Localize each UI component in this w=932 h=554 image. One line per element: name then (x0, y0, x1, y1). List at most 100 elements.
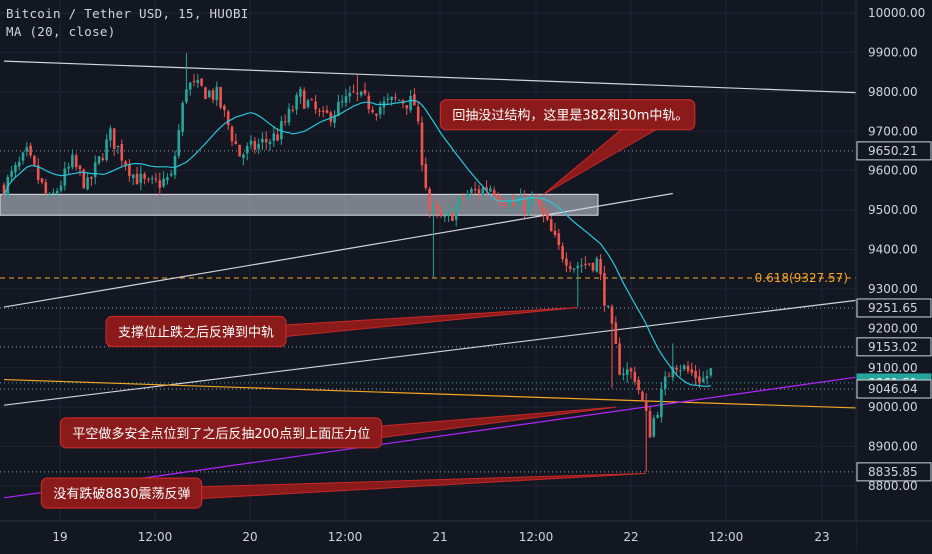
time-tick-label: 12:00 (519, 530, 554, 544)
candle-body (667, 375, 671, 377)
price-level-tag-label: 8835.85 (868, 465, 918, 479)
candle-body (359, 91, 363, 96)
candle-body (671, 366, 675, 378)
time-tick-label: 12:00 (328, 530, 363, 544)
candle-body (644, 400, 648, 411)
candle-body (105, 139, 108, 161)
candle-body (565, 258, 568, 266)
candle-body (177, 130, 181, 156)
candle-body (295, 95, 298, 110)
price-axis[interactable]: 8800.00 8900.00 9000.00 9100.00 9200.00 9300.… (855, 0, 932, 550)
candle-body (257, 143, 260, 149)
candle-body (71, 154, 74, 168)
price-level-tag (856, 141, 932, 161)
candle-body (101, 158, 105, 160)
candle-body (511, 199, 515, 207)
ma-line (3, 99, 711, 387)
candle-body (397, 99, 401, 101)
candle-body (405, 105, 409, 109)
candle-body (337, 101, 340, 117)
candle-body (352, 91, 355, 93)
candle-body (14, 164, 17, 173)
candle-body (656, 415, 659, 418)
candle-body (219, 87, 222, 108)
candle-body (451, 212, 454, 222)
candle-body (576, 265, 580, 269)
candle-body (59, 185, 63, 191)
candle-body (268, 141, 272, 144)
candle-body (428, 188, 431, 211)
candle-body (93, 162, 97, 178)
time-tick-label: 20 (242, 530, 257, 544)
candle-body (394, 97, 397, 99)
time-tick-label: 12:00 (138, 530, 173, 544)
candle-body (36, 165, 40, 180)
price-tick-label: 8900.00 (868, 440, 918, 454)
candle-body (204, 87, 207, 99)
candle-body (299, 88, 302, 97)
price-level-tag-label: 9650.21 (868, 144, 918, 158)
candle-body (492, 190, 496, 196)
candle-body (154, 178, 158, 180)
candle-body (169, 173, 173, 176)
candle-body (625, 369, 629, 375)
candle-body (253, 140, 257, 150)
candle-body (329, 112, 333, 122)
candle-body (234, 141, 238, 145)
candle-body (90, 177, 93, 179)
candle-body (432, 206, 435, 211)
candle-body (173, 155, 177, 175)
candle-body (272, 133, 276, 141)
candle-body (462, 197, 466, 200)
symbol-title[interactable]: Bitcoin / Tether USD, 15, HUOBI (6, 6, 249, 21)
price-tick-label: 10000.00 (868, 6, 925, 20)
candle-body (599, 259, 602, 275)
candle-body (17, 161, 21, 167)
candle-body (25, 147, 29, 152)
candle-body (591, 263, 595, 271)
price-tick-label: 9200.00 (868, 321, 918, 335)
candle-body (435, 205, 439, 211)
price-tick-label: 9000.00 (868, 400, 918, 414)
price-tick-label: 9100.00 (868, 361, 918, 375)
candle-body (215, 86, 219, 101)
chart-header: Bitcoin / Tether USD, 15, HUOBI MA (20, … (6, 5, 249, 41)
candle-body (223, 105, 226, 110)
candle-body (701, 378, 705, 382)
candle-body (496, 195, 500, 201)
price-axis-bg (856, 0, 932, 550)
trendline (3, 60, 857, 94)
candle-body (675, 367, 678, 370)
candle-body (622, 373, 625, 376)
candle-body (74, 155, 78, 168)
candle-body (416, 106, 420, 122)
candle-body (470, 189, 473, 193)
indicator-label[interactable]: MA (20, close) (6, 24, 116, 39)
candle-body (420, 122, 424, 166)
price-level-tag (856, 379, 932, 399)
candle-body (587, 263, 591, 265)
candle-body (340, 101, 344, 103)
candle-body (705, 375, 709, 379)
candle-body (652, 418, 656, 437)
annotations: 回抽没过结构，这里是382和30m中轨。支撑位止跌之后反弹到中轨平空做多安全点位… (40, 99, 696, 509)
candle-body (97, 156, 101, 164)
moving-average (3, 99, 711, 387)
candle-body (546, 213, 549, 220)
candle-body (542, 207, 545, 215)
candle-body (549, 219, 553, 232)
callout-text: 没有跌破8830震荡反弹 (53, 486, 190, 502)
price-level-tag (856, 298, 932, 318)
price-tick-label: 9300.00 (868, 282, 918, 296)
candle-body (207, 90, 211, 98)
candle-body (530, 197, 534, 201)
candle-body (458, 196, 462, 206)
candle-body (527, 199, 530, 212)
candle-body (185, 89, 188, 103)
time-axis[interactable]: 19 12:00 20 12:00 21 12:00 22 12:00 23 (0, 520, 932, 550)
candle-body (78, 165, 82, 170)
candle-body (150, 178, 154, 180)
candle-body (238, 144, 241, 157)
